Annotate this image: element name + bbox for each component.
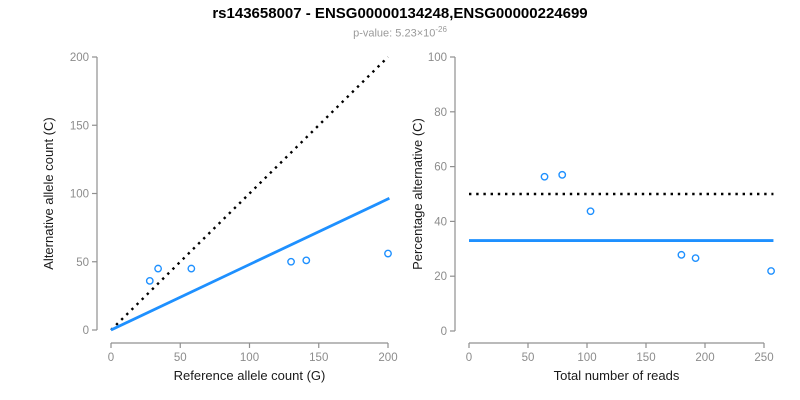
x-axis-title: Reference allele count (G) — [174, 368, 326, 383]
data-point — [767, 267, 775, 275]
x-tick-label: 150 — [309, 352, 328, 364]
x-tick-label: 250 — [754, 352, 773, 364]
regression-line — [110, 197, 390, 332]
x-tick-label: 100 — [240, 352, 259, 364]
x-tick-label: 50 — [522, 352, 535, 364]
x-tick-label: 0 — [466, 352, 472, 364]
identity-line — [110, 56, 389, 331]
plot-header: rs143658007 - ENSG00000134248,ENSG000002… — [0, 0, 800, 40]
x-axis-title: Total number of reads — [554, 368, 680, 383]
x-tick-label: 50 — [174, 352, 187, 364]
x-tick-label: 150 — [636, 352, 655, 364]
page-title: rs143658007 - ENSG00000134248,ENSG000002… — [212, 5, 588, 22]
data-point — [154, 264, 162, 273]
data-point — [677, 250, 686, 259]
pvalue-subtitle: p-value: 5.23×10-26 — [0, 25, 800, 40]
y-tick-label: 0 — [83, 325, 89, 337]
allele-counts-scatter: 0 50 100 150 200 0 50 100 150 200 Reference allele… — [41, 52, 398, 383]
y-tick-label: 100 — [70, 189, 89, 201]
x-tick-label: 200 — [695, 352, 714, 364]
y-tick-label: 200 — [70, 52, 89, 64]
data-point — [145, 276, 154, 285]
data-point — [302, 256, 311, 265]
y-tick-label: 100 — [428, 52, 447, 64]
x-tick-label: 200 — [378, 352, 397, 364]
y-tick-label: 40 — [434, 216, 447, 228]
y-tick-label: 150 — [70, 120, 89, 132]
data-point — [586, 207, 595, 216]
y-tick-label: 20 — [434, 271, 447, 283]
pvalue-exponent: -26 — [435, 25, 447, 34]
x-tick-label: 100 — [577, 352, 596, 364]
data-point — [187, 264, 196, 273]
y-tick-label: 0 — [441, 326, 447, 338]
percentage-alternative-scatter: 0 20 40 60 80 100 0 50 100 150 200 250 Total number … — [410, 52, 775, 383]
pvalue-label: p-value: — [353, 27, 396, 40]
data-point — [384, 249, 392, 258]
data-point — [540, 172, 549, 181]
y-axis-title: Alternative allele count (C) — [41, 117, 56, 269]
y-tick-label: 50 — [76, 257, 89, 269]
x-tick-label: 0 — [108, 352, 114, 364]
data-point — [558, 170, 567, 179]
y-axis-title: Percentage alternative (C) — [410, 118, 425, 270]
data-point — [691, 254, 700, 263]
pvalue-mantissa: 5.23×10 — [395, 27, 436, 40]
data-point — [287, 257, 295, 266]
y-tick-label: 60 — [434, 162, 447, 174]
y-tick-label: 80 — [434, 107, 447, 119]
